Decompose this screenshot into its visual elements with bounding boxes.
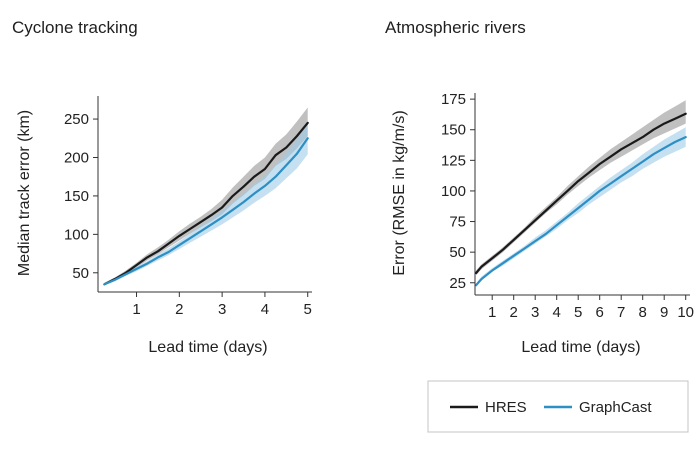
y-tick-label: 75 bbox=[449, 214, 466, 231]
x-tick-label: 6 bbox=[596, 304, 604, 321]
series-line-graphcast bbox=[103, 137, 309, 286]
y-tick-label: 25 bbox=[449, 275, 466, 292]
x-tick-label: 4 bbox=[261, 301, 269, 318]
x-tick-label: 3 bbox=[218, 301, 226, 318]
chart-title: Atmospheric rivers bbox=[385, 18, 526, 37]
x-axis-label: Lead time (days) bbox=[148, 339, 267, 356]
cyclone-tracking-chart: Cyclone tracking 1 2 3 4 5 50 100 150 200 250 Lea… bbox=[12, 18, 312, 356]
y-tick-label: 100 bbox=[64, 226, 89, 243]
legend: HRES GraphCast bbox=[427, 380, 689, 433]
plot-area bbox=[103, 107, 309, 286]
axis-ticks: 1 2 3 4 5 6 7 8 9 10 25 50 75 100 125 150 175 bbox=[441, 91, 694, 321]
plot-area bbox=[475, 100, 687, 287]
x-tick-label: 5 bbox=[574, 304, 582, 321]
x-tick-label: 10 bbox=[677, 304, 694, 321]
y-tick-label: 200 bbox=[64, 149, 89, 166]
x-tick-label: 5 bbox=[304, 301, 312, 318]
x-tick-label: 9 bbox=[660, 304, 668, 321]
y-tick-label: 50 bbox=[72, 265, 89, 282]
x-axis-label: Lead time (days) bbox=[521, 339, 640, 356]
x-tick-label: 8 bbox=[639, 304, 647, 321]
y-tick-label: 150 bbox=[64, 188, 89, 205]
y-tick-label: 100 bbox=[441, 183, 466, 200]
y-tick-label: 250 bbox=[64, 111, 89, 128]
x-tick-label: 1 bbox=[132, 301, 140, 318]
y-tick-label: 125 bbox=[441, 152, 466, 169]
legend-label-hres: HRES bbox=[485, 399, 527, 416]
confidence-band-hres bbox=[104, 107, 308, 286]
y-tick-label: 150 bbox=[441, 122, 466, 139]
x-tick-label: 2 bbox=[175, 301, 183, 318]
y-axis-label: Median track error (km) bbox=[16, 110, 33, 276]
series-line-hres bbox=[103, 121, 309, 286]
legend-label-graphcast: GraphCast bbox=[579, 399, 652, 416]
x-tick-label: 2 bbox=[510, 304, 518, 321]
y-tick-label: 175 bbox=[441, 91, 466, 108]
chart-title: Cyclone tracking bbox=[12, 18, 138, 37]
series-line-graphcast bbox=[475, 136, 687, 287]
y-tick-label: 50 bbox=[449, 244, 466, 261]
axis-ticks: 1 2 3 4 5 50 100 150 200 250 bbox=[64, 111, 312, 318]
y-axis-label: Error (RMSE in kg/m/s) bbox=[391, 110, 408, 275]
x-tick-label: 3 bbox=[531, 304, 539, 321]
x-tick-label: 4 bbox=[553, 304, 561, 321]
confidence-band-hres bbox=[476, 100, 686, 276]
x-tick-label: 7 bbox=[617, 304, 625, 321]
series-line-hres bbox=[475, 112, 687, 275]
x-tick-label: 1 bbox=[488, 304, 496, 321]
atmospheric-rivers-chart: Atmospheric rivers 1 2 3 4 5 6 7 8 9 102550751001… bbox=[385, 18, 694, 356]
